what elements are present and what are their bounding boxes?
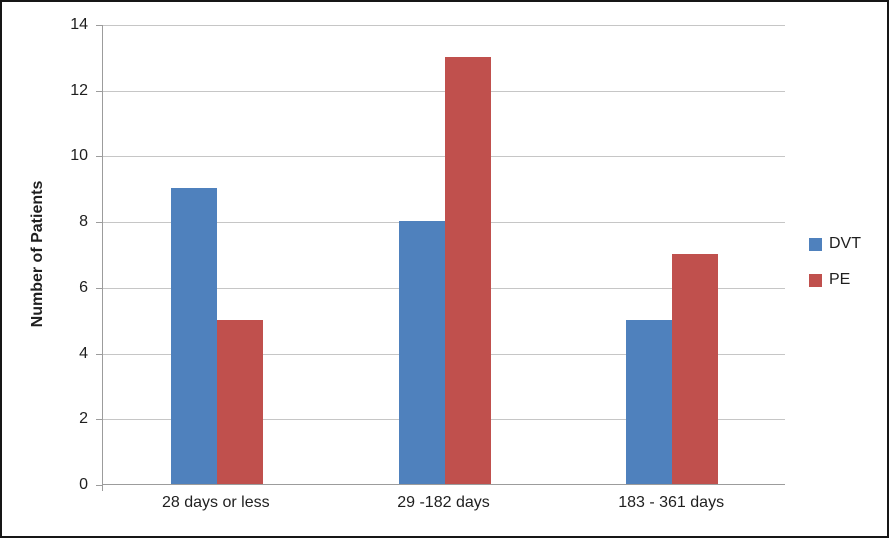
legend-swatch-pe bbox=[809, 273, 822, 287]
y-tick-mark-4 bbox=[96, 353, 103, 355]
bar-pe-0 bbox=[216, 319, 263, 484]
y-tick-mark-6 bbox=[96, 287, 103, 289]
y-tick-mark-8 bbox=[96, 222, 103, 224]
x-axis-label-0: 28 days or less bbox=[162, 494, 270, 511]
y-tick-label-10: 10 bbox=[70, 147, 88, 165]
bar-dvt-0 bbox=[170, 188, 217, 484]
y-tick-mark-0 bbox=[96, 485, 103, 486]
y-axis-title: Number of Patients bbox=[29, 180, 46, 328]
legend-swatch-dvt bbox=[809, 237, 822, 251]
y-tick-label-0: 0 bbox=[79, 476, 88, 493]
x-axis-label-2: 183 - 361 days bbox=[618, 494, 725, 511]
bar-dvt-1 bbox=[398, 221, 445, 484]
x-axis-label-1: 29 -182 days bbox=[397, 494, 490, 511]
bar-dvt-2 bbox=[626, 319, 673, 484]
gridline-14 bbox=[103, 25, 785, 26]
bar-pe-2 bbox=[672, 254, 719, 484]
legend-item-pe: PE bbox=[809, 272, 861, 288]
bar-pe-1 bbox=[444, 56, 491, 484]
y-tick-mark-10 bbox=[96, 156, 103, 158]
y-tick-label-12: 12 bbox=[70, 81, 88, 99]
legend-item-dvt: DVT bbox=[809, 236, 861, 252]
gridline-12 bbox=[103, 90, 785, 92]
plot-area bbox=[102, 25, 785, 485]
y-tick-label-14: 14 bbox=[70, 16, 88, 33]
y-tick-label-4: 4 bbox=[79, 344, 88, 362]
y-axis-foot-tick bbox=[102, 485, 103, 491]
legend: DVT PE bbox=[809, 236, 861, 288]
y-tick-mark-12 bbox=[96, 90, 103, 92]
gridline-10 bbox=[103, 156, 785, 158]
y-tick-label-8: 8 bbox=[79, 213, 88, 231]
y-tick-label-2: 2 bbox=[79, 410, 88, 428]
y-tick-mark-14 bbox=[96, 25, 103, 26]
y-tick-label-6: 6 bbox=[79, 278, 88, 296]
y-tick-mark-2 bbox=[96, 419, 103, 421]
legend-label-pe: PE bbox=[829, 271, 851, 288]
legend-label-dvt: DVT bbox=[829, 235, 861, 252]
